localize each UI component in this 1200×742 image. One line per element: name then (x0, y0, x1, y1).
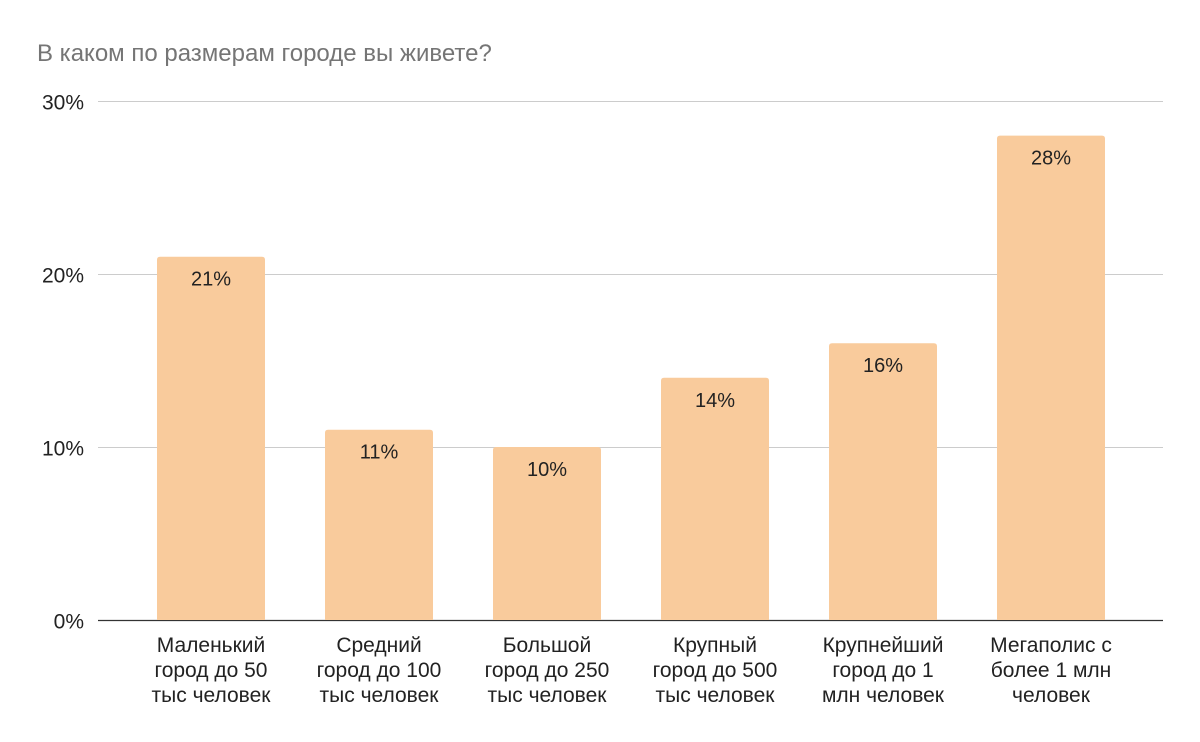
category-label-1: Маленький город до 50 тыс человек (152, 634, 272, 707)
bar-6 (997, 135, 1105, 620)
chart-title: В каком по размерам городе вы живете? (37, 40, 492, 67)
category-label-line: более 1 млн (991, 659, 1112, 682)
category-label-5: Крупнейший город до 1 млн человек (822, 634, 945, 707)
category-label-line: Крупнейший (823, 634, 944, 657)
category-label-line: город до 250 (485, 659, 610, 682)
data-label-2: 11% (360, 442, 399, 464)
category-label-line: город до 50 (155, 659, 268, 682)
category-label-line: город до 100 (317, 659, 442, 682)
category-label-line: Крупный (673, 634, 757, 657)
y-axis-ticks: 0% 10% 20% 30% (42, 92, 84, 634)
y-tick-label: 0% (54, 611, 84, 634)
bar-1 (157, 256, 265, 620)
category-label-line: тыс человек (656, 684, 776, 707)
category-label-3: Большой город до 250 тыс человек (485, 634, 610, 707)
category-label-line: город до 500 (653, 659, 778, 682)
category-label-4: Крупный город до 500 тыс человек (653, 634, 778, 707)
bar-5 (829, 343, 937, 620)
gridlines (98, 101, 1163, 622)
y-tick-label: 20% (42, 265, 84, 288)
category-label-line: город до 1 (832, 659, 933, 682)
y-tick-label: 10% (42, 438, 84, 461)
bar-3 (493, 447, 601, 620)
bars (157, 135, 1105, 620)
category-label-line: тыс человек (488, 684, 608, 707)
category-label-line: Средний (336, 634, 421, 657)
data-label-1: 21% (191, 269, 231, 291)
bar-4 (661, 377, 769, 620)
category-label-line: тыс человек (320, 684, 440, 707)
data-labels: 21% 11% 10% 14% 16% 28% (191, 148, 1071, 481)
bar-2 (325, 429, 433, 620)
data-label-4: 14% (695, 390, 735, 412)
y-tick-label: 30% (42, 92, 84, 115)
category-label-line: Маленький (157, 634, 266, 657)
data-label-3: 10% (527, 459, 567, 481)
data-label-5: 16% (863, 355, 903, 377)
category-label-line: Мегаполис с (990, 634, 1112, 657)
category-label-6: Мегаполис с более 1 млн человек (990, 634, 1112, 707)
category-label-line: млн человек (822, 684, 945, 707)
category-label-line: человек (1012, 684, 1091, 707)
data-label-6: 28% (1031, 148, 1071, 170)
category-label-line: Большой (503, 634, 591, 657)
category-label-2: Средний город до 100 тыс человек (317, 634, 442, 707)
category-label-line: тыс человек (152, 684, 272, 707)
